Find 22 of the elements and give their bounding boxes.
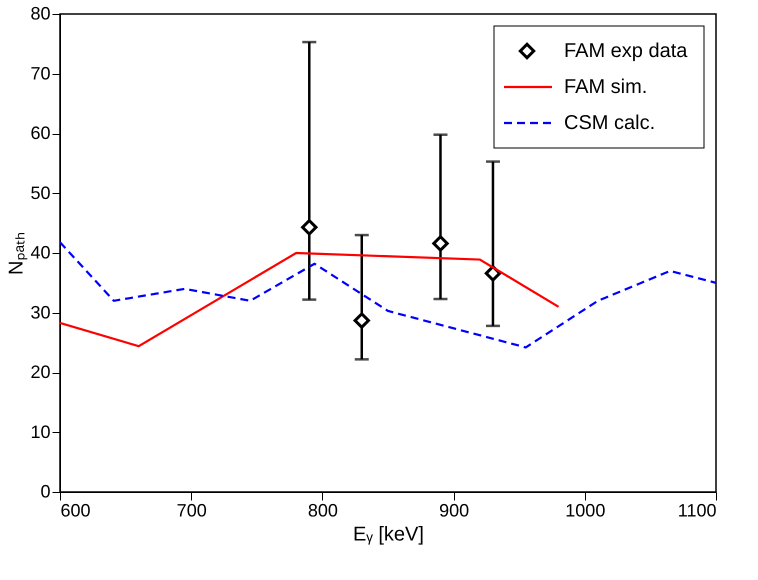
- y-tick-label: 30: [30, 302, 50, 322]
- y-axis-title: Nₚₐₜₕ: [5, 232, 28, 275]
- y-tick-label: 20: [30, 362, 50, 382]
- y-tick-label: 80: [30, 4, 50, 24]
- x-tick-label: 1100: [678, 500, 716, 520]
- x-axis-title: Eᵧ [keV]: [353, 524, 424, 546]
- y-tick-label: 70: [30, 63, 50, 84]
- y-tick-label: 50: [30, 182, 50, 203]
- x-tick-label: 1000: [565, 500, 606, 520]
- y-tick-label: 40: [30, 242, 50, 262]
- x-tick-label: 700: [176, 500, 207, 520]
- y-tick-label: 0: [40, 482, 50, 502]
- legend-label: FAM sim.: [564, 76, 648, 98]
- x-tick-label: 600: [60, 500, 91, 520]
- legend-label: FAM exp data: [564, 40, 688, 62]
- legend-label: CSM calc.: [564, 112, 656, 134]
- x-tick-label: 800: [308, 500, 338, 520]
- x-tick-label: 900: [439, 500, 470, 520]
- line-series: [58, 241, 718, 349]
- y-tick-label: 10: [30, 422, 50, 442]
- y-tick-label: 60: [30, 123, 50, 143]
- line-series: [58, 252, 560, 348]
